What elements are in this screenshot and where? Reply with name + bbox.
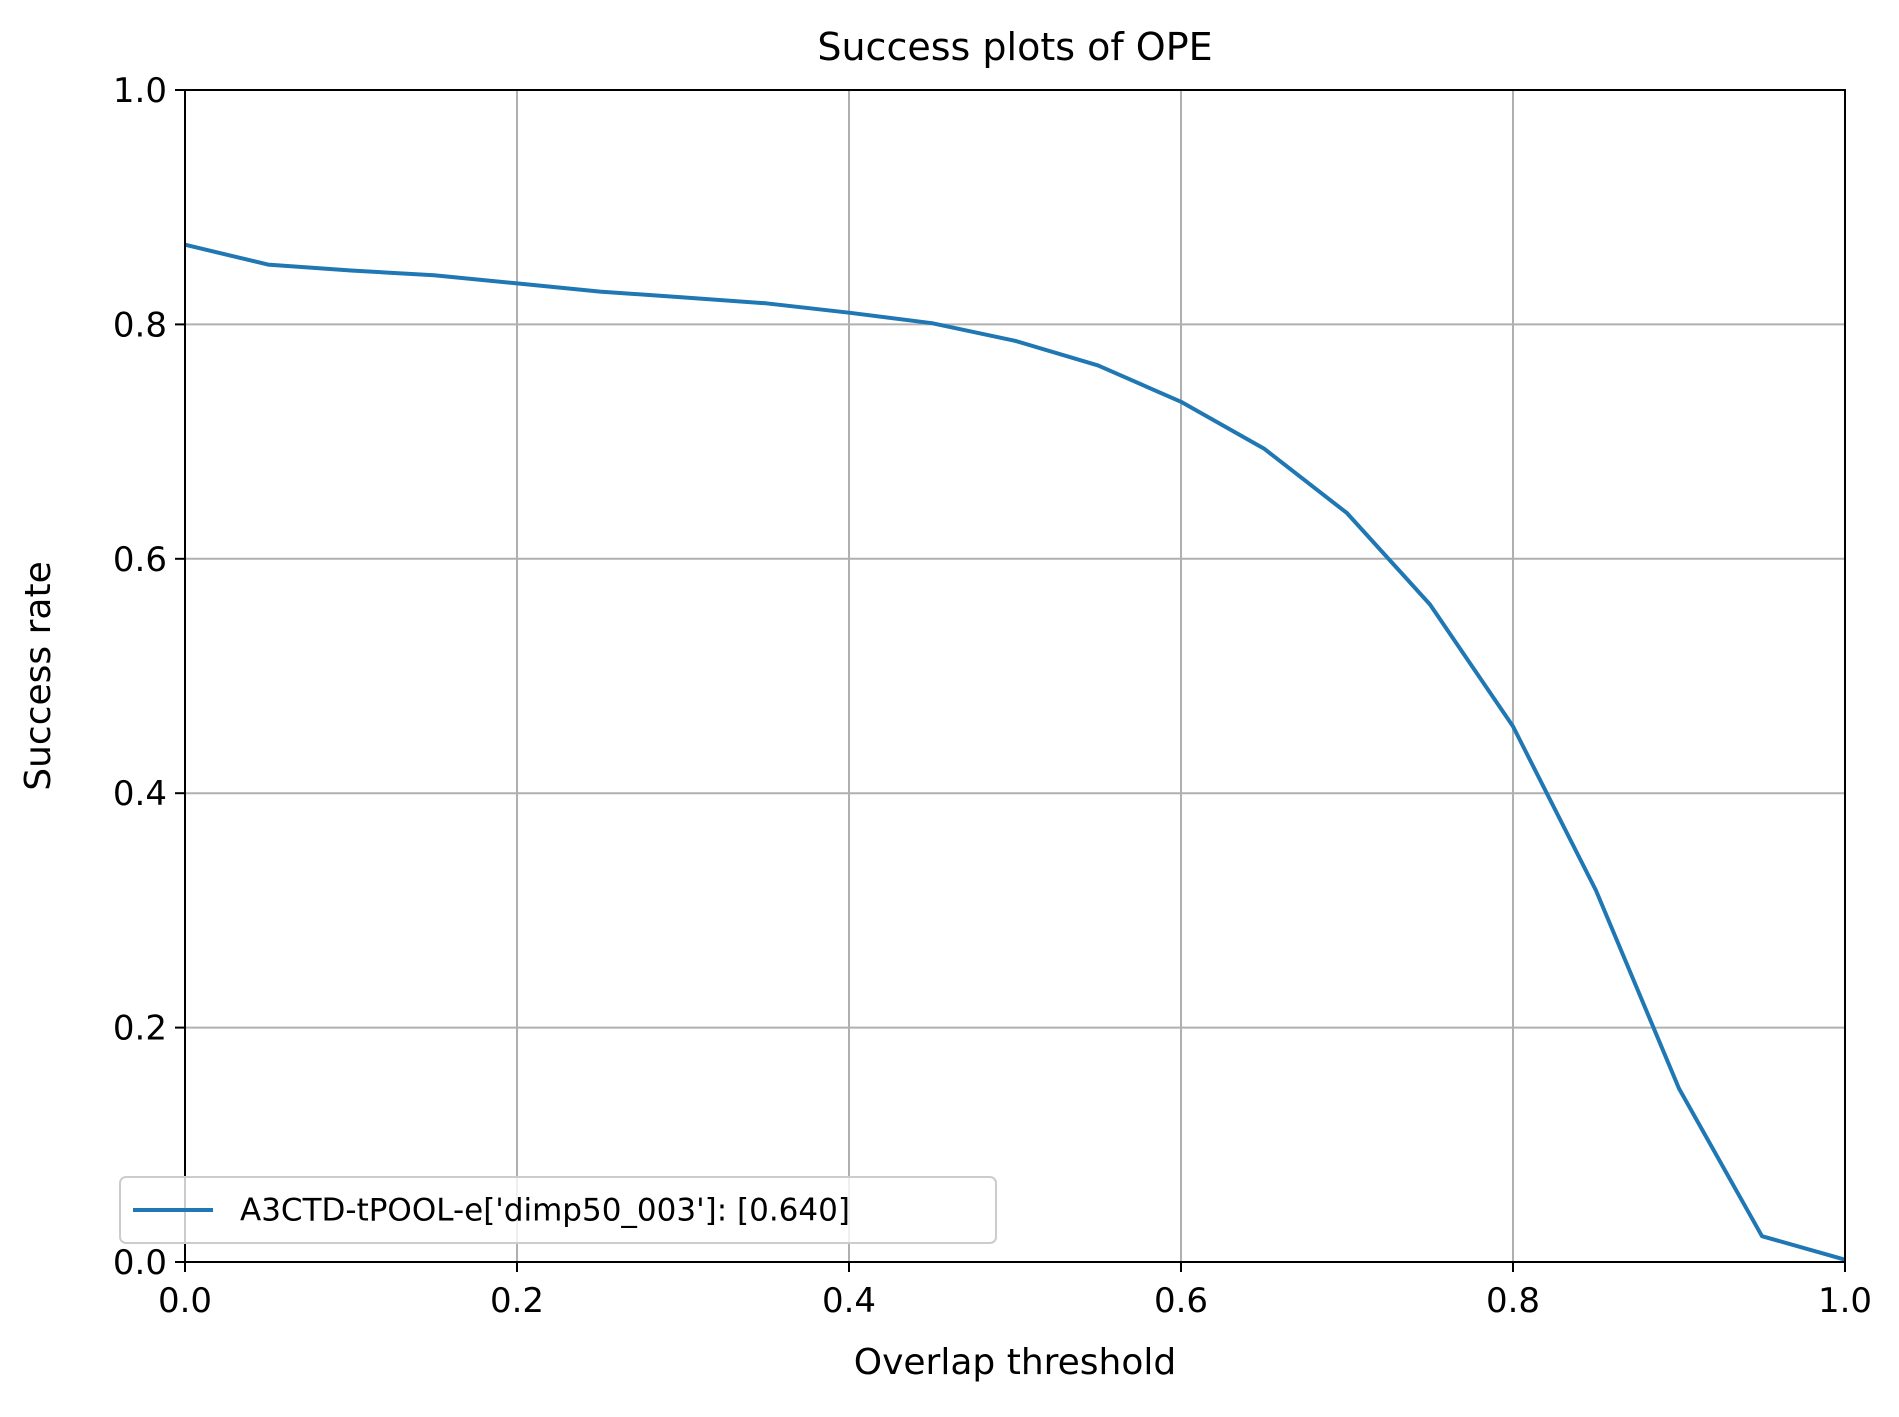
x-tick-label: 0.2 <box>490 1281 544 1321</box>
legend-entry-label: A3CTD-tPOOL-e['dimp50_003']: [0.640] <box>240 1193 850 1229</box>
legend-box <box>119 1176 997 1244</box>
plot-frame <box>184 89 1846 1263</box>
x-tick-label: 0.0 <box>158 1281 212 1321</box>
grid <box>184 89 1846 1263</box>
y-axis-title: Success rate <box>18 561 59 790</box>
chart-title: Success plots of OPE <box>817 25 1212 69</box>
x-tick-label: 0.8 <box>1486 1281 1540 1321</box>
y-tick-label: 1.0 <box>113 71 167 111</box>
y-tick-label: 0.4 <box>113 774 167 814</box>
y-tick-label: 0.8 <box>113 305 167 345</box>
x-tick-label: 1.0 <box>1818 1281 1872 1321</box>
y-tick-label: 0.2 <box>113 1009 167 1049</box>
x-tick-label: 0.6 <box>1154 1281 1208 1321</box>
x-tick-label: 0.4 <box>822 1281 876 1321</box>
axis-ticks: 0.0 0.2 0.4 0.6 0.8 1.0 0.0 0.2 0.4 0.6 0.8 1.0 <box>113 71 1872 1321</box>
y-tick-label: 0.6 <box>113 540 167 580</box>
y-tick-label: 0.0 <box>113 1243 167 1283</box>
x-axis-title: Overlap threshold <box>854 1342 1177 1383</box>
legend: A3CTD-tPOOL-e['dimp50_003']: [0.640] <box>119 1176 997 1244</box>
